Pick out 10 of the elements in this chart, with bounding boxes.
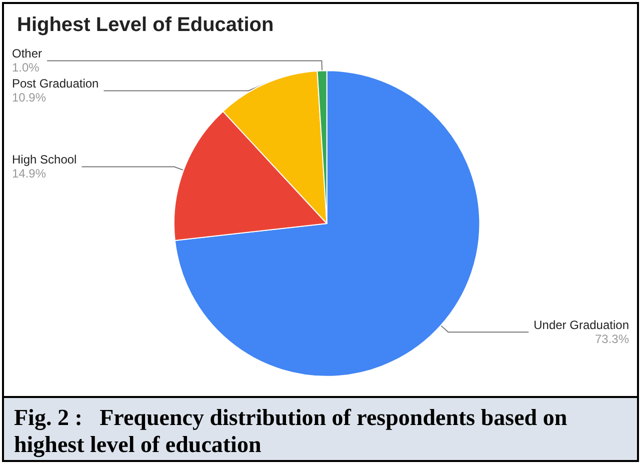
caption: Fig. 2 : Frequency distribution of respondents based on highest level of education xyxy=(4,396,637,460)
data-label: 14.9% xyxy=(12,166,46,181)
data-label: 73.3% xyxy=(594,332,630,346)
data-label: 10.9% xyxy=(12,90,46,105)
data-label: 1.0% xyxy=(12,60,40,75)
chart-title: Highest Level of Education xyxy=(17,14,274,36)
slice-label: High School xyxy=(12,152,77,167)
slice-label: Post Graduation xyxy=(12,76,99,91)
slice-label: Other xyxy=(12,46,42,61)
slice-label: Under Graduation xyxy=(534,318,629,332)
